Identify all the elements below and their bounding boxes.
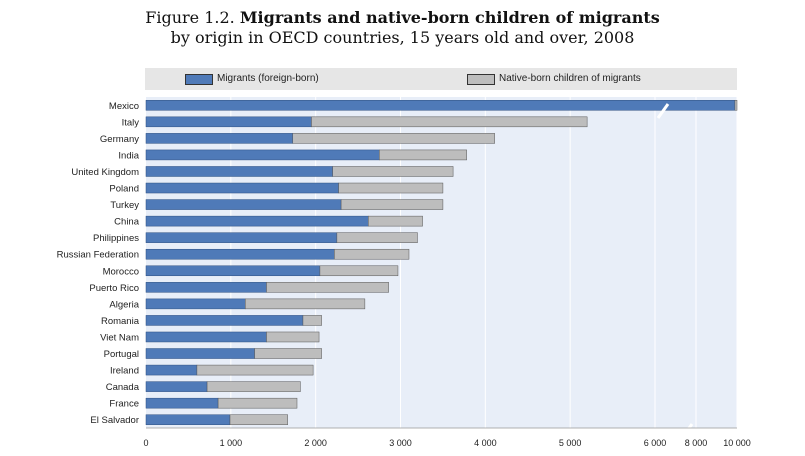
bar-native-born xyxy=(302,315,322,326)
x-tick-label: 5 000 xyxy=(559,438,582,448)
category-label: China xyxy=(114,217,140,228)
bar-migrants xyxy=(145,282,267,293)
bar-native-born xyxy=(319,265,399,277)
bar-native-born xyxy=(734,100,738,111)
bar-native-born xyxy=(229,414,288,425)
category-label: Turkey xyxy=(110,200,139,211)
x-tick-label: 1 000 xyxy=(220,438,243,448)
title-text-2: by origin in OECD countries, 15 years ol… xyxy=(170,28,635,47)
chart-title: Figure 1.2. Migrants and native-born chi… xyxy=(0,8,805,48)
category-label: Mexico xyxy=(109,101,139,112)
bar-native-born xyxy=(266,331,320,343)
category-label: Philippines xyxy=(93,233,139,244)
x-tick-label: 0 xyxy=(143,438,148,448)
bar-migrants xyxy=(145,182,339,194)
bar-native-born xyxy=(340,199,444,210)
bar-native-born xyxy=(292,133,495,144)
bar-native-born xyxy=(217,397,298,409)
category-label: Italy xyxy=(122,117,140,128)
bar-migrants xyxy=(145,133,294,144)
bar-migrants xyxy=(145,298,246,310)
category-label: El Salvador xyxy=(90,415,139,426)
bar-native-born xyxy=(245,298,366,310)
bar-native-born xyxy=(379,149,467,161)
bar-migrants xyxy=(145,381,208,392)
category-label: Poland xyxy=(109,184,139,195)
bar-migrants xyxy=(145,215,369,227)
category-label: Morocco xyxy=(103,266,139,277)
bar-native-born xyxy=(196,364,314,376)
legend-swatch-migrants xyxy=(185,74,213,85)
title-text-1: Migrants and native-born children of mig… xyxy=(239,8,660,27)
bar-migrants xyxy=(145,315,304,326)
bar-migrants xyxy=(145,414,231,425)
x-tick-label: 3 000 xyxy=(389,438,412,448)
bar-migrants xyxy=(145,116,312,128)
x-tick-label: 2 000 xyxy=(304,438,327,448)
bar-migrants xyxy=(145,199,342,210)
plot-area xyxy=(146,97,737,428)
x-tick-label: 4 000 xyxy=(474,438,497,448)
figure-label: Figure 1.2. xyxy=(145,8,235,27)
x-tick-label: 10 000 xyxy=(723,438,751,448)
category-label: India xyxy=(118,150,139,161)
bar-migrants xyxy=(145,100,736,111)
bar-native-born xyxy=(334,248,410,260)
x-tick-label: 6 000 xyxy=(644,438,667,448)
category-label: Portugal xyxy=(104,349,139,360)
bar-native-born xyxy=(311,116,588,128)
category-label: United Kingdom xyxy=(71,167,139,178)
bar-native-born xyxy=(336,232,418,243)
bar-migrants xyxy=(145,166,333,177)
category-label: Germany xyxy=(100,134,139,145)
chart-legend: Migrants (foreign-born) Native-born chil… xyxy=(145,68,737,90)
bar-native-born xyxy=(332,166,454,177)
bar-native-born xyxy=(266,282,389,293)
title-line-1: Figure 1.2. Migrants and native-born chi… xyxy=(0,8,805,28)
legend-label-native: Native-born children of migrants xyxy=(499,73,641,84)
bar-migrants xyxy=(145,265,321,277)
bar-migrants xyxy=(145,248,335,260)
category-label: Ireland xyxy=(110,366,139,377)
bar-native-born xyxy=(338,182,444,194)
bar-migrants xyxy=(145,397,219,409)
legend-label-migrants: Migrants (foreign-born) xyxy=(217,73,319,84)
axis-break-bottom xyxy=(680,423,694,439)
category-label: Puerto Rico xyxy=(89,283,139,294)
bar-migrants xyxy=(145,331,267,343)
bar-migrants xyxy=(145,232,338,243)
bar-migrants xyxy=(145,348,255,359)
bar-migrants xyxy=(145,149,380,161)
legend-swatch-native xyxy=(467,74,495,85)
bar-migrants xyxy=(145,364,198,376)
category-label: Romania xyxy=(101,316,140,327)
bar-native-born xyxy=(254,348,322,359)
category-label: Canada xyxy=(106,382,140,393)
category-label: Algeria xyxy=(109,299,139,310)
bar-native-born xyxy=(206,381,301,392)
category-label: Russian Federation xyxy=(57,250,139,261)
bar-native-born xyxy=(368,215,423,227)
axis-break-top xyxy=(656,103,670,119)
category-label: Viet Nam xyxy=(100,332,139,343)
category-label: France xyxy=(109,399,139,410)
x-tick-label: 8 000 xyxy=(685,438,708,448)
